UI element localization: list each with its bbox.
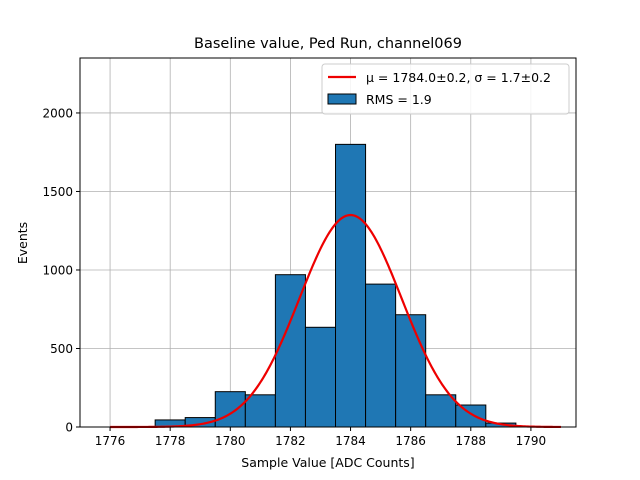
y-tick-label: 500 <box>50 342 73 356</box>
histogram-bar <box>274 274 306 428</box>
y-tick-label: 1000 <box>42 263 73 277</box>
histogram-bars <box>154 143 517 428</box>
legend-hist-label: RMS = 1.9 <box>366 92 432 107</box>
plot-frame <box>79 57 577 428</box>
histogram-bar <box>244 394 276 428</box>
x-tick-label: 1782 <box>275 434 306 448</box>
histogram-bar <box>304 326 337 428</box>
x-tick-label: 1778 <box>155 434 186 448</box>
legend-fit-label: μ = 1784.0±0.2, σ = 1.7±0.2 <box>366 70 551 85</box>
legend-box <box>321 63 570 115</box>
histogram-bar <box>335 143 367 428</box>
histogram-bar <box>455 404 487 428</box>
x-tick-label: 1786 <box>395 434 426 448</box>
fit-curve <box>110 213 561 429</box>
x-tick-label: 1776 <box>95 434 126 448</box>
legend: μ = 1784.0±0.2, σ = 1.7±0.2 RMS = 1.9 <box>321 63 570 115</box>
x-tick-label: 1784 <box>335 434 366 448</box>
y-tick-label: 0 <box>65 421 73 435</box>
y-tick-label: 1500 <box>42 185 73 199</box>
gaussian-fit <box>110 213 561 429</box>
y-axis-label: Events <box>15 222 30 264</box>
y-tick-label: 2000 <box>42 106 73 120</box>
histogram-bar <box>214 391 246 428</box>
histogram-bar <box>395 314 427 428</box>
histogram-bar <box>425 394 457 428</box>
y-axis-ticks: 0 500 1000 1500 2000 <box>42 106 80 435</box>
x-tick-label: 1780 <box>215 434 246 448</box>
histogram-bar <box>365 283 397 428</box>
legend-hist-swatch <box>327 93 357 105</box>
x-tick-label: 1788 <box>456 434 487 448</box>
chart-title: Baseline value, Ped Run, channel069 <box>194 36 462 52</box>
x-tick-label: 1790 <box>516 434 547 448</box>
x-axis-label: Sample Value [ADC Counts] <box>241 455 414 470</box>
x-axis-ticks: 1776 1778 1780 1782 1784 1786 1788 1790 <box>95 427 546 448</box>
